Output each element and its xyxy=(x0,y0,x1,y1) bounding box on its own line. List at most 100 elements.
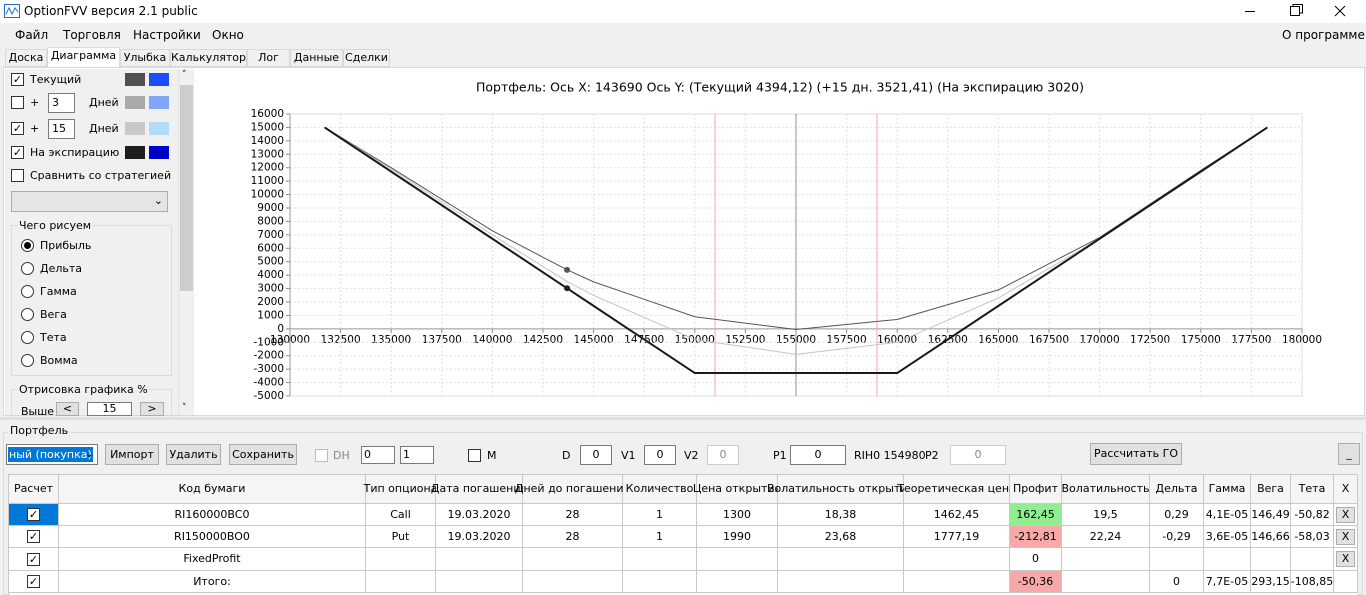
cell-text: 19,5 xyxy=(1093,507,1118,521)
cell-text: -50,36 xyxy=(1017,574,1054,588)
calc-checkbox-cell[interactable]: ✓ xyxy=(9,526,59,548)
splitter[interactable] xyxy=(0,417,1366,420)
checkbox[interactable]: ✓ xyxy=(11,146,24,159)
column-header[interactable]: X xyxy=(1334,475,1358,504)
delete-button[interactable]: Удалить xyxy=(166,444,221,465)
table-cell xyxy=(623,548,697,571)
cell-text: -0,29 xyxy=(1162,529,1191,543)
x-tick-label: 165000 xyxy=(978,334,1018,346)
menu-bar xyxy=(0,23,1366,46)
radio[interactable] xyxy=(21,354,34,367)
cell-text: -212,81 xyxy=(1014,529,1057,543)
decrement-button[interactable]: < xyxy=(56,402,79,416)
radio[interactable] xyxy=(21,239,34,252)
calc-button[interactable]: Рассчитать ГО xyxy=(1090,443,1182,465)
v1-input[interactable]: 0 xyxy=(644,445,676,465)
y-tick-label: 4000 xyxy=(257,269,284,281)
checkbox[interactable] xyxy=(468,449,481,462)
label: P1 xyxy=(773,449,787,462)
tab[interactable]: Лог xyxy=(247,49,290,67)
color-swatch[interactable] xyxy=(125,73,145,86)
scrollbar[interactable]: ˄ ˅ xyxy=(178,69,194,415)
checkbox[interactable] xyxy=(315,449,328,462)
remove-cell[interactable]: X xyxy=(1334,526,1358,548)
menu-item[interactable]: Настройки xyxy=(133,28,201,42)
table-cell xyxy=(904,571,1010,593)
table-cell: 1990 xyxy=(697,526,778,548)
table-cell: 28 xyxy=(523,504,623,526)
strategy-dropdown[interactable]: ⌄ xyxy=(11,191,168,212)
cell-text: 1990 xyxy=(723,529,751,543)
radio[interactable] xyxy=(21,331,34,344)
label: Сравнить со стратегией xyxy=(30,169,172,182)
days-input[interactable]: 3 xyxy=(48,93,75,113)
table-cell xyxy=(1291,548,1334,571)
label: V2 xyxy=(684,449,699,462)
color-swatch[interactable] xyxy=(149,122,169,135)
remove-cell[interactable]: X xyxy=(1334,548,1358,571)
column-header: Цена открытия xyxy=(693,475,781,504)
x-tick-label: 160000 xyxy=(877,334,917,346)
import-button[interactable]: Импорт xyxy=(105,444,159,465)
cell-text: 23,68 xyxy=(824,529,857,543)
remove-cell[interactable]: X xyxy=(1334,504,1358,526)
tab[interactable]: Калькулятор xyxy=(170,49,247,67)
tab[interactable]: Улыбка xyxy=(120,49,170,67)
cell-text: 0,29 xyxy=(1164,507,1189,521)
percent-input[interactable]: 15 xyxy=(87,402,132,416)
ticker-label: RIH0 154980 xyxy=(854,449,926,462)
tab[interactable]: Доска xyxy=(5,49,47,67)
y-tick-label: 0 xyxy=(277,323,284,335)
minimize-button[interactable]: _ xyxy=(1338,443,1360,465)
remove-button[interactable]: X xyxy=(1335,528,1356,545)
menu-item[interactable]: Окно xyxy=(212,28,244,42)
checkbox[interactable]: ✓ xyxy=(11,73,24,86)
menu-item[interactable]: Торговля xyxy=(63,28,121,42)
color-swatch[interactable] xyxy=(149,73,169,86)
table-cell xyxy=(1251,548,1291,571)
tab[interactable]: Диаграмма xyxy=(47,47,120,68)
days-input[interactable]: 15 xyxy=(48,119,75,139)
color-swatch[interactable] xyxy=(125,122,145,135)
column-header: Тип опциона xyxy=(364,475,437,504)
table-cell xyxy=(1334,571,1358,593)
menu-item[interactable]: О программе xyxy=(1282,28,1365,42)
checkbox[interactable] xyxy=(11,169,24,182)
radio[interactable] xyxy=(21,285,34,298)
checkbox[interactable] xyxy=(11,96,24,109)
color-swatch[interactable] xyxy=(149,146,169,159)
tab[interactable]: Сделки xyxy=(343,49,390,67)
color-swatch[interactable] xyxy=(149,96,169,109)
cell-text: 19.03.2020 xyxy=(447,529,511,543)
calc-checkbox-cell[interactable]: ✓ xyxy=(9,504,59,526)
p1-input[interactable]: 0 xyxy=(790,445,846,465)
group-title: Чего рисуем xyxy=(17,219,94,232)
spin-input[interactable]: 0 xyxy=(361,446,395,464)
remove-button[interactable]: X xyxy=(1335,551,1356,567)
d-input[interactable]: 0 xyxy=(580,445,612,465)
radio[interactable] xyxy=(21,308,34,321)
calc-checkbox-cell[interactable]: ✓ xyxy=(9,571,59,593)
table-cell: 19.03.2020 xyxy=(436,526,523,548)
v2-input[interactable]: 0 xyxy=(707,445,739,465)
label: Текущий xyxy=(30,73,82,86)
save-button[interactable]: Сохранить xyxy=(229,444,297,465)
window-controls[interactable] xyxy=(1230,0,1366,23)
table-cell: -0,29 xyxy=(1150,526,1204,548)
increment-button[interactable]: > xyxy=(140,402,164,416)
checkbox[interactable]: ✓ xyxy=(11,122,24,135)
calc-checkbox-cell[interactable]: ✓ xyxy=(9,548,59,571)
label: M xyxy=(487,449,497,462)
radio[interactable] xyxy=(21,262,34,275)
color-swatch[interactable] xyxy=(125,96,145,109)
x-tick-label: 167500 xyxy=(1029,334,1069,346)
color-swatch[interactable] xyxy=(125,146,145,159)
table-cell: 4,1E-05 xyxy=(1204,504,1251,526)
mode-dropdown[interactable]: ный (покупка) ⌄ xyxy=(6,444,98,465)
tab[interactable]: Данные xyxy=(290,49,343,67)
table-cell: 1 xyxy=(623,526,697,548)
menu-item[interactable]: Файл xyxy=(15,28,49,42)
p2-input[interactable]: 0 xyxy=(950,445,1006,465)
remove-button[interactable]: X xyxy=(1335,506,1356,523)
spin-input[interactable]: 1 xyxy=(400,446,434,464)
